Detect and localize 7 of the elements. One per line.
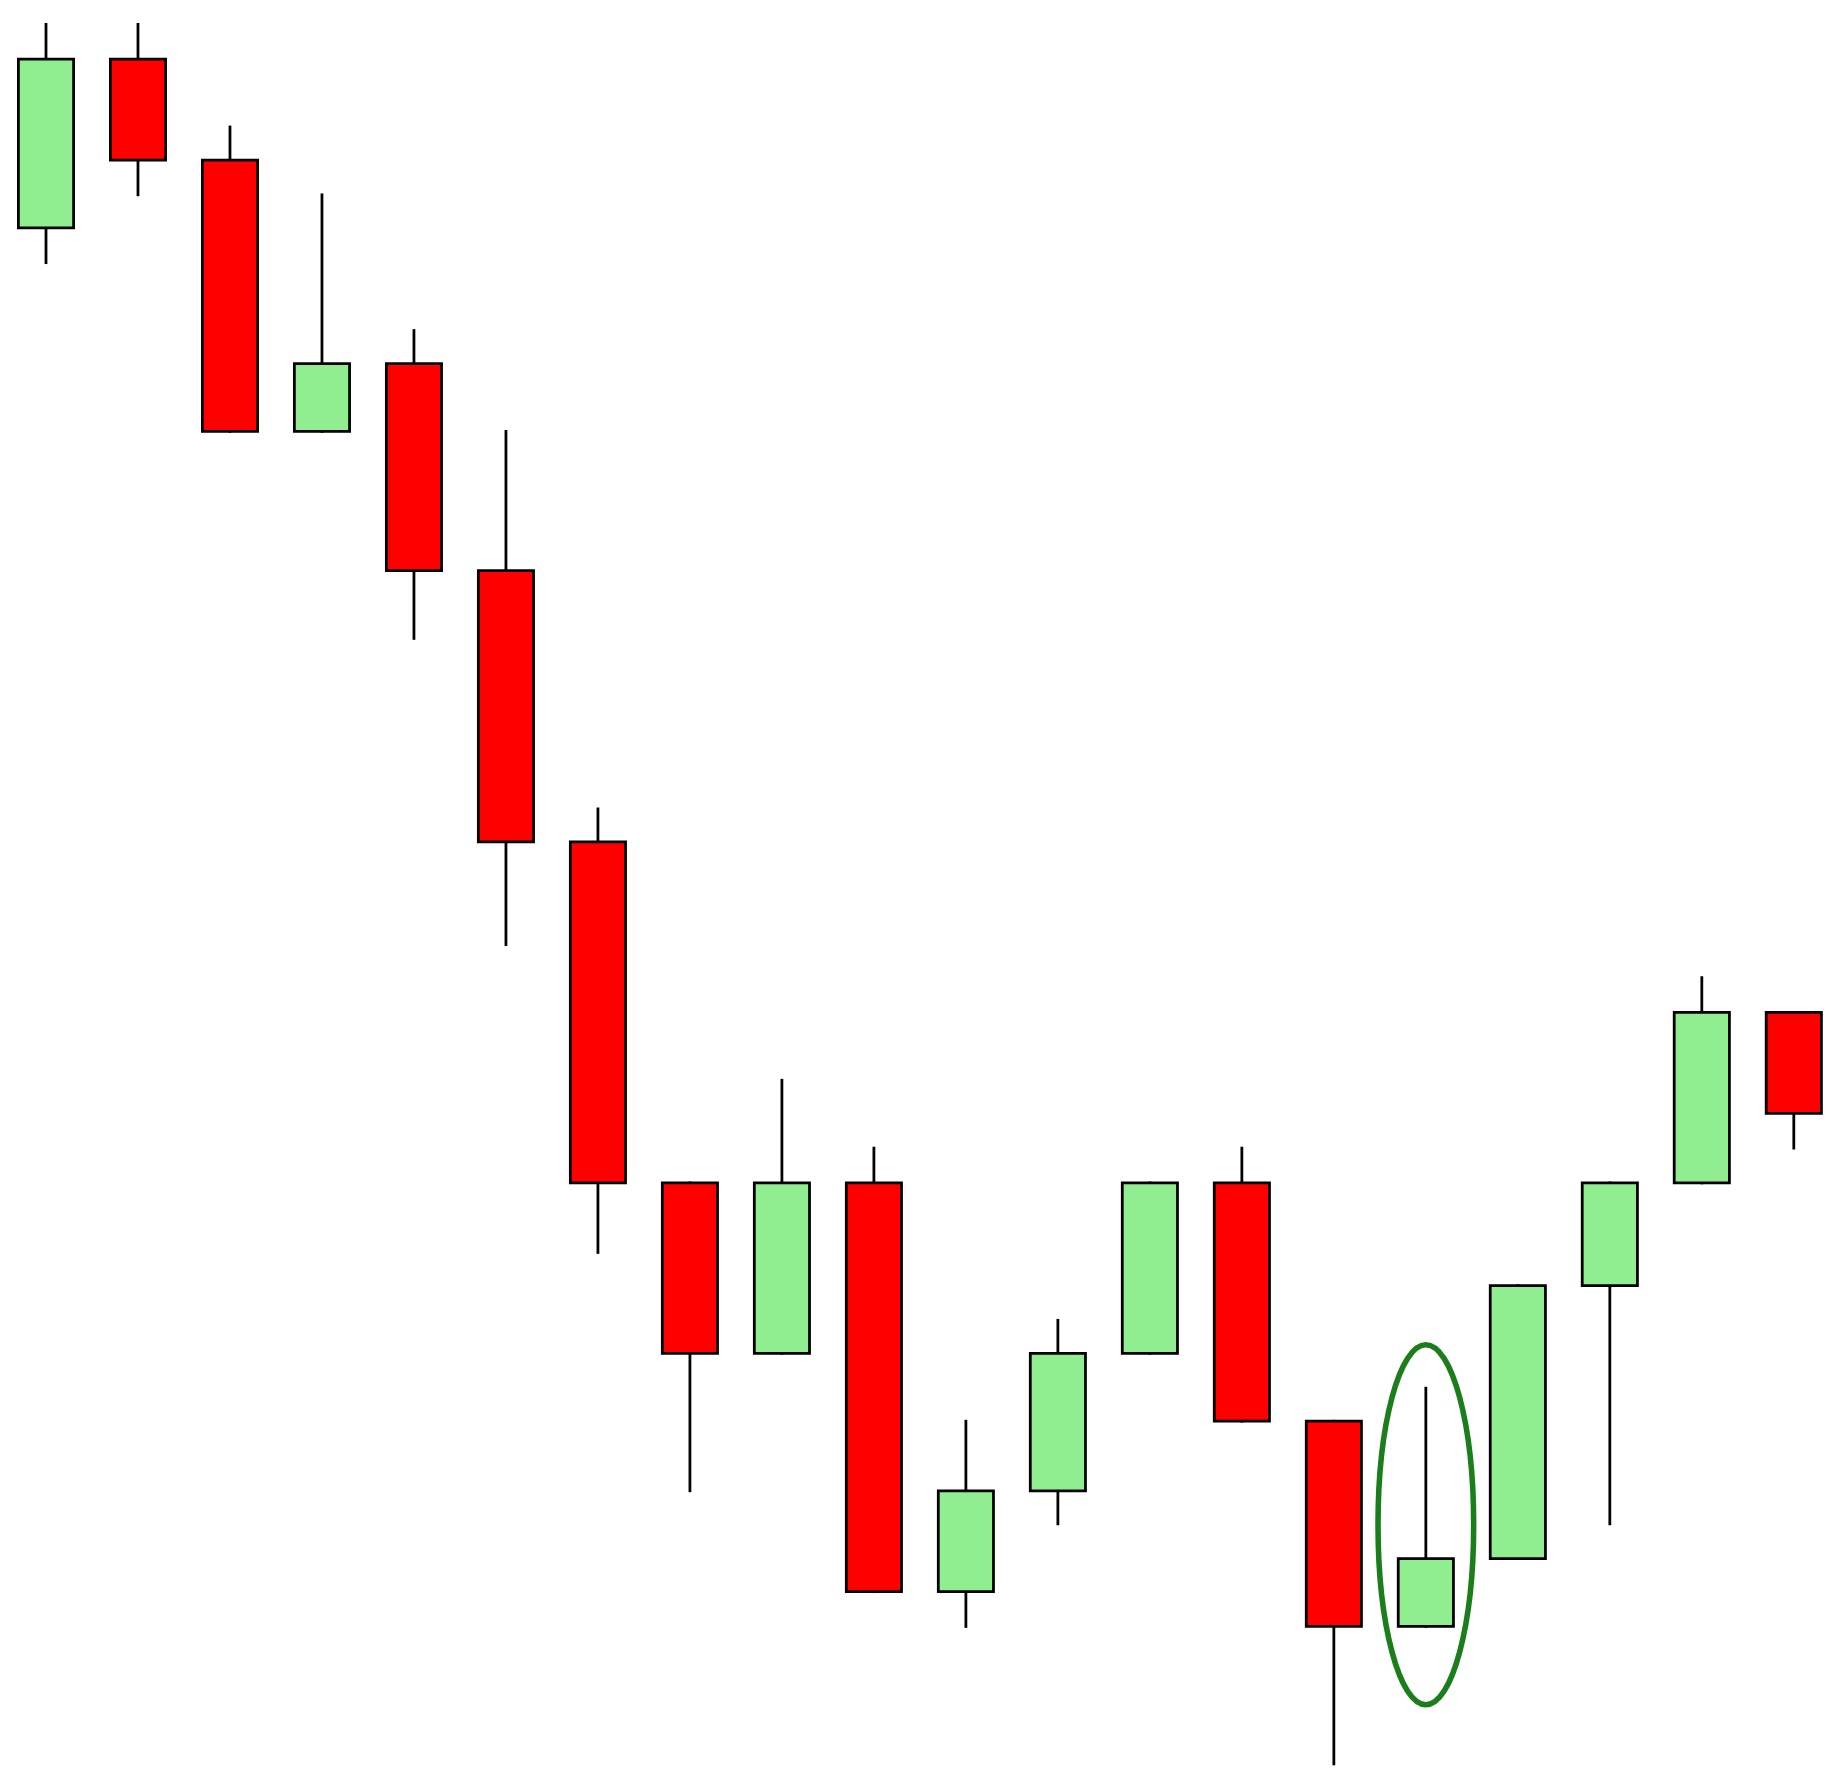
candlestick xyxy=(384,329,443,640)
candlestick xyxy=(476,430,535,946)
candlestick xyxy=(109,22,167,197)
candlestick xyxy=(568,807,627,1254)
candlestick xyxy=(17,22,75,265)
candlestick xyxy=(936,1419,995,1628)
candlestick xyxy=(1028,1318,1087,1526)
